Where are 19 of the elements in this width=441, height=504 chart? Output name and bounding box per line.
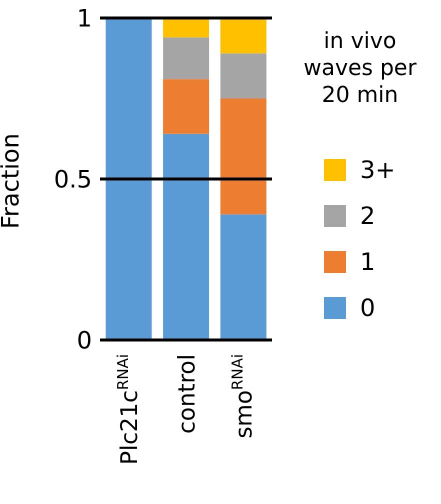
bar [163, 79, 210, 134]
y-tick-label: 0.5 [54, 166, 92, 194]
bar [220, 214, 266, 340]
bar [163, 18, 210, 38]
bar [220, 18, 266, 54]
bar [163, 134, 210, 340]
bar [106, 18, 152, 340]
legend-title: in vivo waves per 20 min [302, 28, 418, 109]
legend-label: 3+ [360, 156, 396, 184]
x-tick-label: control [174, 354, 200, 434]
legend-label: 1 [360, 248, 376, 276]
legend-label: 2 [360, 202, 376, 230]
y-tick-label: 0 [76, 326, 92, 355]
y-axis-title: Fraction [0, 133, 25, 229]
legend-label: 0 [360, 294, 376, 322]
bar [163, 37, 210, 80]
bar [220, 98, 266, 214]
bar [220, 53, 266, 98]
y-tick-label: 1 [76, 4, 92, 33]
